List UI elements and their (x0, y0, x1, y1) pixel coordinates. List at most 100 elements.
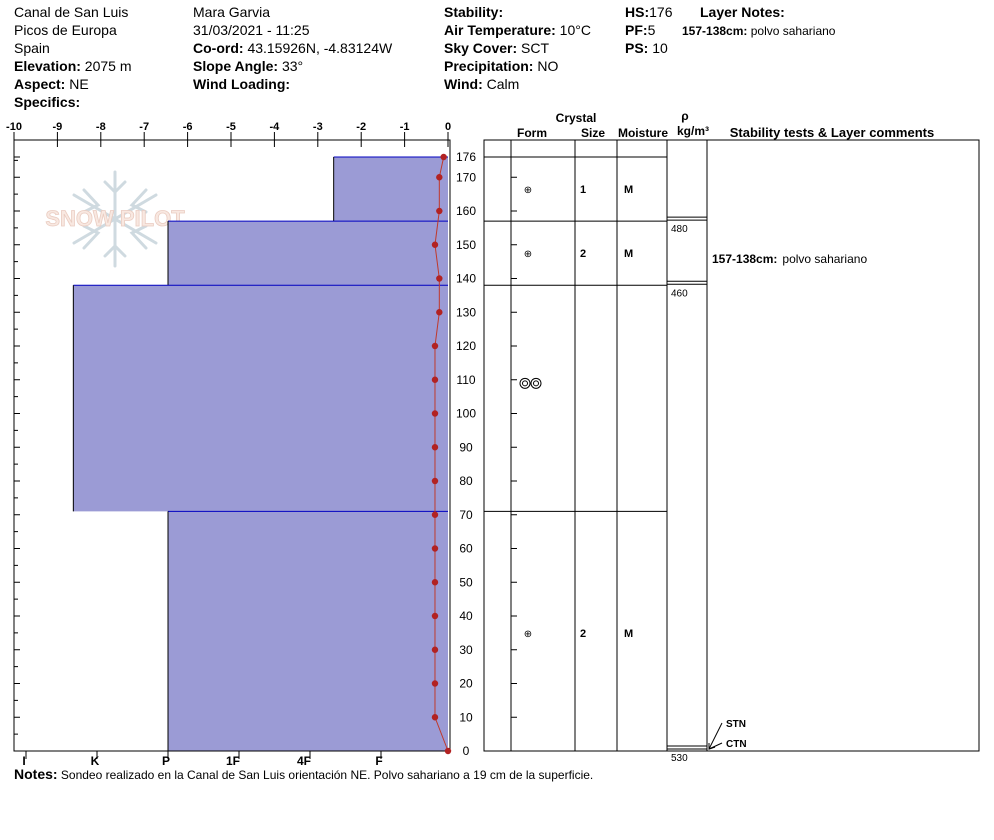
moisture-value: M (624, 184, 633, 196)
hardness-layer-bar (73, 285, 448, 512)
wind-loading-row: Wind Loading: (193, 75, 392, 93)
wind-value: Calm (486, 76, 520, 92)
aspect-label: Aspect: (14, 76, 66, 92)
layer-notes-entry: 157-138cm: polvo sahariano (682, 22, 835, 40)
height-tick-label: 60 (459, 542, 473, 556)
crystal-header: Crystal (556, 111, 597, 125)
height-axis: 1761701601501401301201101009080706050403… (14, 150, 517, 758)
temperature-point (444, 747, 452, 755)
density-value: 480 (671, 224, 688, 235)
temperature-point (431, 545, 439, 552)
coord-label: Co-ord: (193, 40, 244, 56)
hardness-layer-bar (168, 511, 448, 751)
hardness-tick-label: K (91, 754, 100, 768)
layer-notes-text: polvo sahariano (750, 24, 836, 38)
temp-tick-label: -5 (226, 121, 236, 133)
temperature-point (436, 309, 443, 316)
ps-value: 10 (652, 40, 668, 56)
aspect-value: NE (69, 76, 89, 92)
temp-tick-label: -4 (270, 121, 281, 133)
hardness-layer-bar (168, 221, 448, 286)
pf-value: 5 (647, 22, 656, 38)
moisture-value: M (624, 628, 633, 640)
layer-notes-block: Layer Notes: (700, 3, 785, 21)
header-col2: Mara Garvia 31/03/2021 - 11:25 Co-ord: 4… (193, 3, 392, 93)
temperature-point (436, 275, 443, 282)
sky-label: Sky Cover: (444, 40, 518, 56)
stability-test-label: CTN (726, 739, 747, 750)
stability-tests: STN CTN (708, 719, 747, 750)
header-col3: Stability: Air Temperature: 10°C Sky Cov… (444, 3, 591, 93)
precip-value: NO (537, 58, 559, 74)
height-tick-label: 10 (459, 710, 473, 724)
crystal-size-value: 2 (580, 628, 586, 640)
height-tick-label: 140 (456, 272, 476, 286)
temperature-point (431, 579, 439, 586)
elevation-row: Elevation: 2075 m (14, 57, 132, 75)
crystal-form-icon: ⊕ (524, 629, 532, 640)
pf-label: PF: (625, 22, 648, 38)
header-col4: HS:176 PF:5 PS: 10 (625, 3, 672, 57)
hardness-axis: I K P 1F 4F F (22, 751, 383, 768)
precip-row: Precipitation: NO (444, 57, 591, 75)
ps-label: PS: (625, 40, 649, 56)
height-tick-label: 80 (459, 474, 473, 488)
density-value: 530 (671, 753, 688, 764)
wind-row: Wind: Calm (444, 75, 591, 93)
height-tick-label: 160 (456, 204, 476, 218)
notes-label: Notes: (14, 766, 58, 782)
temperature-point (431, 714, 439, 721)
temperature-point (431, 241, 439, 248)
watermark-text: SNOW PILOT (45, 206, 185, 231)
temperature-point (436, 174, 443, 181)
temp-tick-label: -3 (313, 121, 323, 133)
temp-tick-label: -8 (96, 121, 106, 133)
stability-label: Stability: (444, 4, 504, 20)
coord-row: Co-ord: 43.15926N, -4.83124W (193, 39, 392, 57)
wind-label: Wind: (444, 76, 483, 92)
header-col1: Canal de San Luis Picos de Europa Spain … (14, 3, 132, 111)
air-temp-label: Air Temperature: (444, 22, 556, 38)
moisture-value: M (624, 248, 633, 260)
stability-test-arrowhead (708, 743, 716, 750)
slope-value: 33° (281, 58, 304, 74)
temperature-point (431, 477, 439, 485)
specifics-label: Specifics: (14, 94, 81, 110)
observer-name: Mara Garvia (193, 4, 271, 20)
temperature-point (431, 646, 439, 653)
temperature-point (436, 207, 443, 215)
temp-tick-label: 0 (445, 121, 451, 133)
height-tick-label: 170 (456, 170, 476, 184)
rho-header: ρ (681, 109, 688, 123)
crystal-size-value: 1 (580, 184, 586, 196)
layer-notes-title: Layer Notes: (700, 4, 785, 20)
height-tick-label: 150 (456, 238, 476, 252)
temperature-profile (431, 153, 452, 755)
sky-row: Sky Cover: SCT (444, 39, 591, 57)
melt-form-icon (530, 377, 542, 389)
temperature-point (431, 612, 439, 620)
stability-test-pointer (708, 722, 723, 750)
pf-row: PF:5 (625, 21, 672, 39)
notes-row: Notes: Sondeo realizado en la Canal de S… (14, 766, 593, 782)
ps-row: PS: 10 (625, 39, 672, 57)
temp-tick-label: -10 (6, 121, 22, 133)
plot-frame (13, 139, 451, 752)
notes-text: Sondeo realizado en la Canal de San Luis… (60, 768, 594, 782)
comments-header: Stability tests & Layer comments (730, 125, 934, 140)
stability-row: Stability: (444, 3, 591, 21)
form-header: Form (517, 126, 547, 140)
layer-comment: 157-138cm: polvo sahariano (712, 252, 867, 266)
temperature-axis: -10 -9 -8 -7 -6 -5 -4 -3 -2 -1 0 (6, 121, 451, 147)
wind-loading-label: Wind Loading: (193, 76, 291, 92)
location-name: Canal de San Luis (14, 4, 129, 20)
hardness-tick-label: P (162, 754, 170, 768)
temp-tick-label: -7 (139, 121, 149, 133)
air-temp-value: 10°C (559, 22, 591, 38)
specifics-row: Specifics: (14, 93, 132, 111)
temperature-point (431, 376, 439, 383)
hardness-layer-bar (333, 157, 448, 222)
height-tick-label: 176 (456, 150, 476, 164)
stability-test-label: STN (726, 719, 746, 730)
